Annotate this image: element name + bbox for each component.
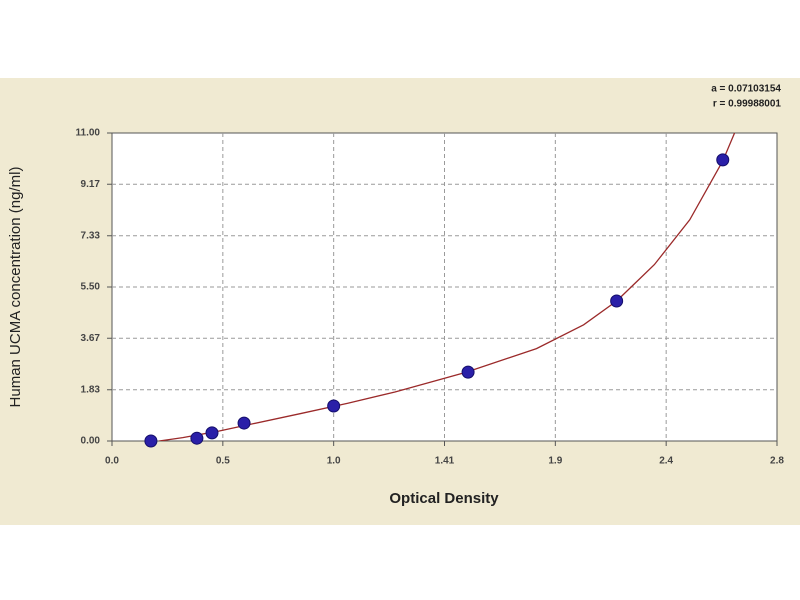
x-tick-label: 1.0 xyxy=(327,456,341,467)
y-tick-label: 9.17 xyxy=(81,179,101,190)
annotation: a = 0.07103154 xyxy=(711,84,781,95)
y-tick-label: 5.50 xyxy=(81,282,101,293)
data-point xyxy=(610,294,624,308)
y-tick-label: 11.00 xyxy=(76,128,101,139)
y-tick-label: 0.00 xyxy=(81,436,101,447)
y-tick-label: 1.83 xyxy=(81,384,101,395)
data-point xyxy=(461,365,475,379)
data-point xyxy=(716,153,730,167)
x-axis-label: Optical Density xyxy=(389,490,499,507)
x-tick-label: 2.8 xyxy=(770,456,784,467)
annotation: r = 0.99988001 xyxy=(713,99,782,110)
data-point xyxy=(190,431,204,445)
data-point xyxy=(205,426,219,440)
x-tick-label: 0.0 xyxy=(105,456,119,467)
x-tick-label: 1.41 xyxy=(435,456,455,467)
data-point xyxy=(144,434,158,448)
data-point xyxy=(327,399,341,413)
x-tick-label: 2.4 xyxy=(659,456,673,467)
data-point xyxy=(237,416,251,430)
y-tick-label: 3.67 xyxy=(81,333,101,344)
y-tick-label: 7.33 xyxy=(81,230,101,241)
y-axis-label: Human UCMA concentration (ng/ml) xyxy=(7,167,24,408)
x-tick-label: 1.9 xyxy=(548,456,562,467)
x-tick-label: 0.5 xyxy=(216,456,230,467)
